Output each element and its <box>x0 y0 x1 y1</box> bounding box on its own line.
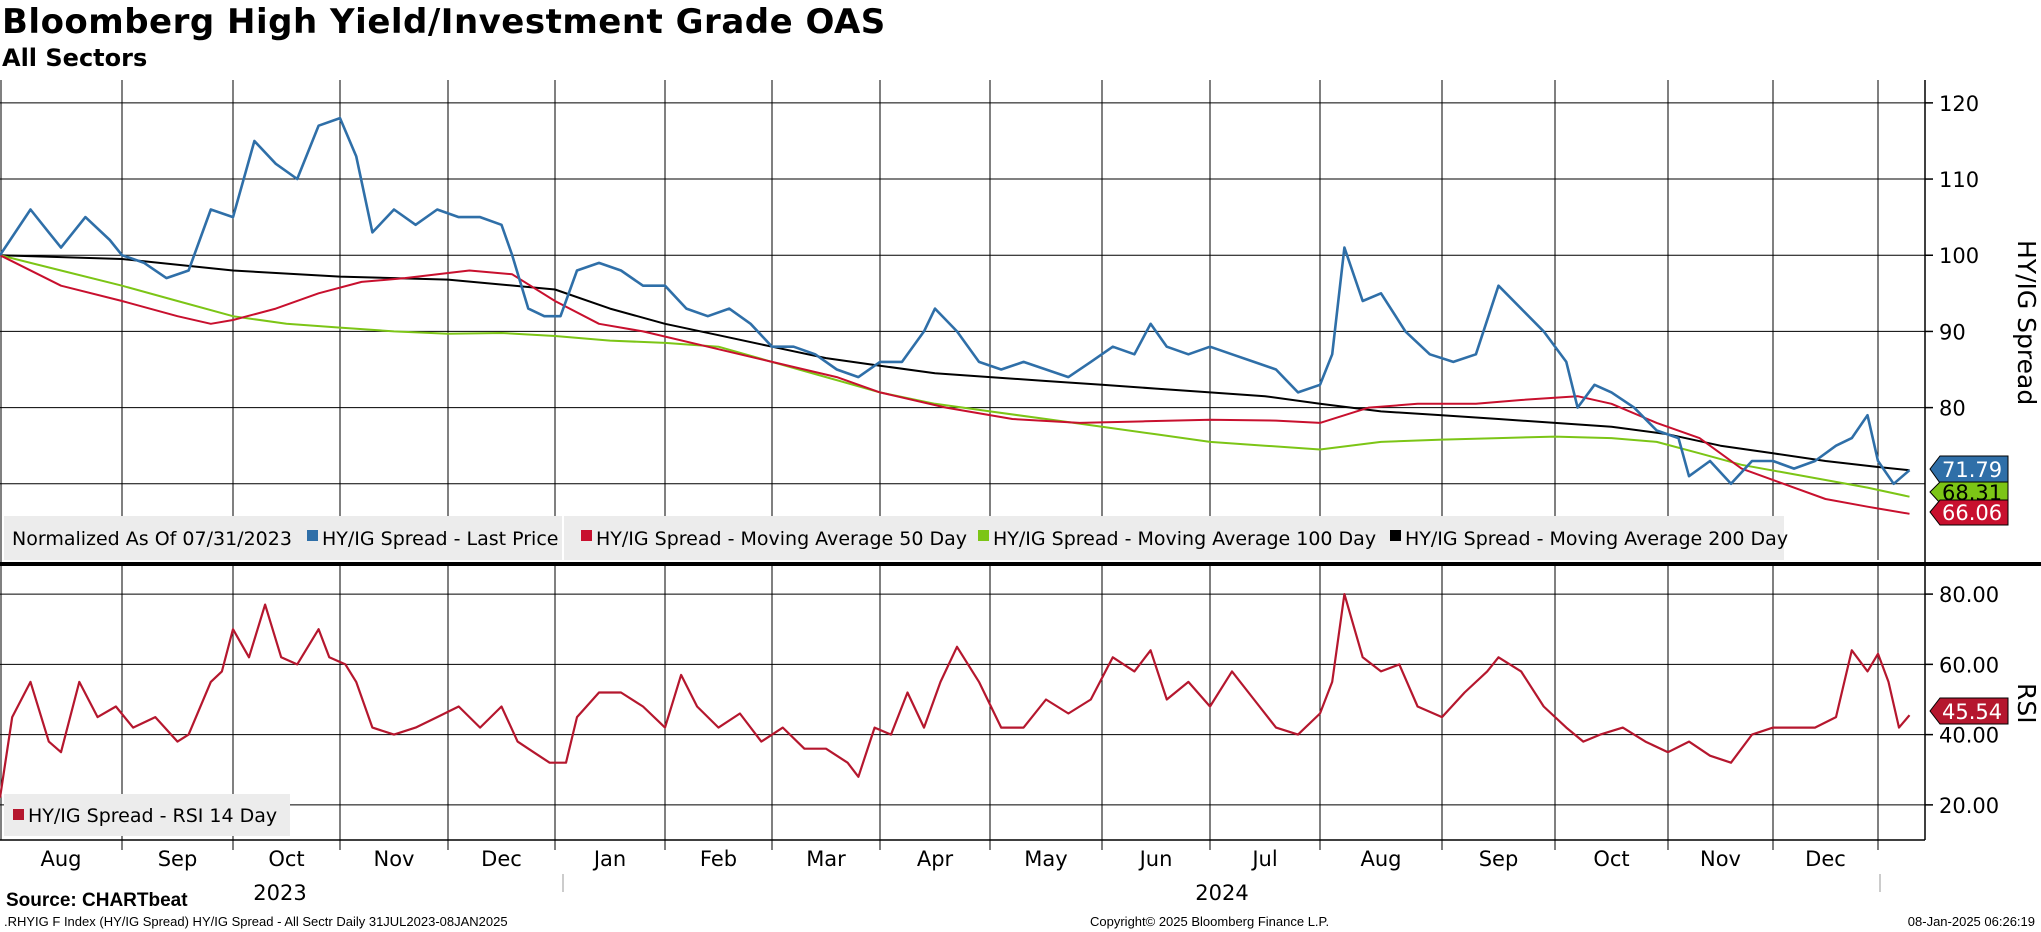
series-layer <box>0 116 1911 798</box>
x-tick-label: May <box>1024 847 1067 871</box>
ticker-info: .RHYIG F Index (HY/IG Spread) HY/IG Spre… <box>4 914 508 929</box>
panel-divider <box>0 562 2041 566</box>
lower-legend: HY/IG Spread - RSI 14 Day <box>4 794 290 836</box>
legend-normalized: Normalized As Of 07/31/2023 <box>12 528 292 550</box>
series-line-ma50 <box>0 254 1910 515</box>
x-tick-label: Sep <box>158 847 198 871</box>
y-tick-label: 110 <box>1939 168 1979 192</box>
x-year-labels: 2023 2024 <box>253 874 1881 905</box>
last-value-tag-ma50: 66.06 <box>1929 499 2009 526</box>
y-tick-label: 60.00 <box>1939 653 1999 677</box>
series-line-ma100 <box>0 254 1910 498</box>
upper-y-axis-title: HY/IG Spread <box>2012 240 2041 405</box>
y-tick-label: 80 <box>1939 397 1966 421</box>
upper-y-ticks: 120 110 100 90 80 <box>1925 92 1979 421</box>
x-tick-label: Dec <box>481 847 522 871</box>
series-line-ma200 <box>0 254 1910 472</box>
last-value-tag-last-price: 71.79 <box>1929 455 2009 484</box>
y-tick-label: 20.00 <box>1939 794 1999 818</box>
legend-ma50: HY/IG Spread - Moving Average 50 Day <box>596 528 967 550</box>
legend-swatch-rsi <box>13 809 24 820</box>
source-note: Source: CHARTbeat <box>6 890 188 911</box>
y-tick-label: 120 <box>1939 92 1979 116</box>
series-line-rsi <box>0 593 1911 798</box>
legend-ma200: HY/IG Spread - Moving Average 200 Day <box>1405 528 1788 550</box>
legend-swatch-last-price <box>307 530 318 541</box>
year-label: 2024 <box>1195 881 1248 905</box>
legend-rsi: HY/IG Spread - RSI 14 Day <box>28 805 277 827</box>
x-tick-label: Feb <box>700 847 737 871</box>
y-tick-label: 100 <box>1939 244 1979 268</box>
x-tick-label: Aug <box>40 847 81 871</box>
timestamp: 08-Jan-2025 06:26:19 <box>1907 914 2035 929</box>
x-tick-label: Aug <box>1360 847 1401 871</box>
x-tick-label: Apr <box>917 847 954 871</box>
y-tick-label: 90 <box>1939 320 1966 344</box>
legend-swatch-ma100 <box>978 530 989 541</box>
year-label: 2023 <box>253 881 306 905</box>
x-tick-label: Oct <box>1593 847 1629 871</box>
x-month-labels: Aug Sep Oct Nov Dec Jan Feb Mar Apr May Jun Jul Aug S… <box>40 840 1879 871</box>
upper-legend: Normalized As Of 07/31/2023 HY/IG Spread… <box>4 516 1788 560</box>
legend-swatch-ma200 <box>1390 530 1401 541</box>
x-tick-label: Mar <box>806 847 846 871</box>
copyright: Copyright© 2025 Bloomberg Finance L.P. <box>1090 914 1330 929</box>
x-tick-label: Jul <box>1250 847 1277 871</box>
series-line-last_price <box>0 116 1911 486</box>
x-tick-label: Jan <box>592 847 626 871</box>
lower-grid <box>0 566 1925 841</box>
lower-y-axis-title: RSI <box>2012 683 2041 724</box>
x-tick-label: Nov <box>1700 847 1741 871</box>
upper-grid <box>0 80 1926 840</box>
svg-text:45.54: 45.54 <box>1942 700 2002 724</box>
y-tick-label: 80.00 <box>1939 583 1999 607</box>
x-tick-label: Jun <box>1138 847 1173 871</box>
chart-subtitle: All Sectors <box>2 44 148 72</box>
x-tick-label: Dec <box>1805 847 1846 871</box>
chart-title: Bloomberg High Yield/Investment Grade OA… <box>2 2 886 42</box>
legend-swatch-ma50 <box>581 530 592 541</box>
y-tick-label: 40.00 <box>1939 724 1999 748</box>
last-value-tag-rsi: 45.54 <box>1929 697 2009 725</box>
legend-ma100: HY/IG Spread - Moving Average 100 Day <box>993 528 1376 550</box>
lower-y-ticks: 80.00 60.00 40.00 20.00 <box>1925 583 1999 818</box>
x-tick-label: Sep <box>1479 847 1519 871</box>
x-tick-label: Oct <box>268 847 304 871</box>
x-tick-label: Nov <box>374 847 415 871</box>
svg-text:66.06: 66.06 <box>1942 501 2002 525</box>
svg-text:71.79: 71.79 <box>1942 458 2002 482</box>
legend-last-price: HY/IG Spread - Last Price <box>322 528 558 550</box>
